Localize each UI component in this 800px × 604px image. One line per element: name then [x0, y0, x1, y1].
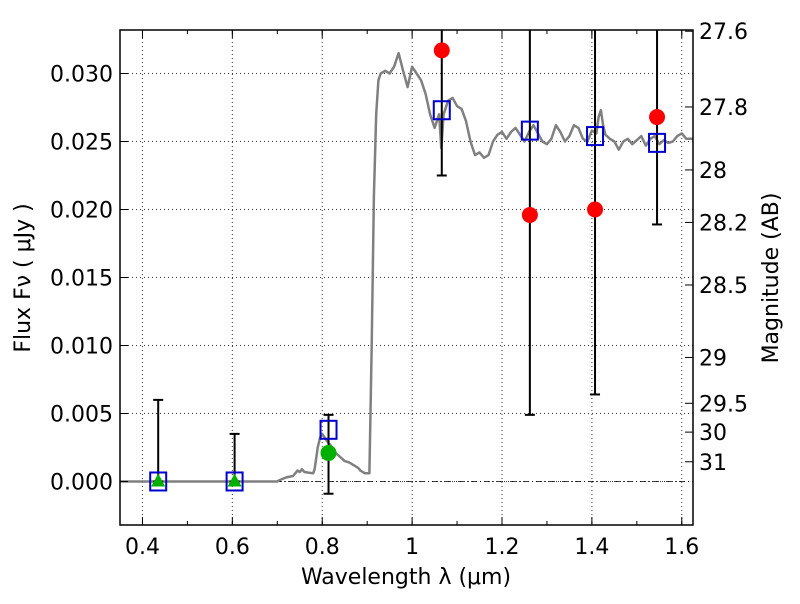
filled-circle-point: [320, 444, 337, 461]
y-tick-label: 0.010: [50, 334, 113, 359]
y2-tick-label: 29: [699, 346, 727, 371]
tick-labels: 0.4 0.6 0.8 1 1.2 1.4 1.6 0.000 0.005 0.010 0.015 0…: [50, 20, 748, 560]
y-axis-title: Flux Fν ( μJy ): [11, 203, 36, 352]
x-tick-label: 0.4: [125, 535, 160, 560]
y2-tick-label: 28.2: [699, 211, 748, 236]
y-tick-label: 0.020: [50, 199, 113, 224]
filled-triangle-point: [227, 473, 242, 487]
y-tick-label: 0.015: [50, 267, 113, 292]
y2-axis-title: Magnitude (AB): [759, 193, 784, 364]
x-tick-label: 0.8: [305, 535, 340, 560]
open-square-point: [149, 471, 168, 492]
open-square-point: [319, 419, 338, 440]
x-tick-label: 0.6: [215, 535, 250, 560]
x-tick-label: 1: [405, 535, 419, 560]
y-tick-label: 0.005: [50, 402, 113, 427]
filled-circle-point: [649, 109, 666, 126]
y-tick-label: 0.025: [50, 131, 113, 156]
filled-circle-point: [587, 201, 604, 218]
filled-triangle-point: [151, 473, 166, 487]
data-markers: [149, 42, 667, 492]
filled-circle-point: [521, 206, 538, 223]
y2-tick-label: 28.5: [699, 274, 748, 299]
axis-ticks: [120, 30, 693, 525]
grid-lines: [120, 30, 693, 525]
y2-tick-label: 27.8: [699, 96, 748, 121]
y2-tick-label: 31: [699, 451, 727, 476]
filled-circle-point: [433, 42, 450, 59]
x-tick-label: 1.6: [664, 535, 699, 560]
y-tick-label: 0.000: [50, 470, 113, 495]
open-square-point: [432, 100, 451, 121]
plot-background: [120, 30, 693, 525]
y2-tick-label: 27.6: [699, 20, 748, 45]
y-tick-label: 0.030: [50, 63, 113, 88]
x-tick-label: 1.2: [485, 535, 520, 560]
open-square-point: [648, 132, 667, 153]
x-axis-title: Wavelength λ (μm): [301, 565, 511, 590]
open-square-point: [225, 471, 244, 492]
open-square-point: [520, 120, 539, 141]
y2-tick-label: 30: [699, 421, 727, 446]
y2-tick-label: 29.5: [699, 392, 748, 417]
y2-tick-label: 28: [699, 159, 727, 184]
open-square-point: [586, 126, 605, 147]
x-tick-label: 1.4: [574, 535, 609, 560]
